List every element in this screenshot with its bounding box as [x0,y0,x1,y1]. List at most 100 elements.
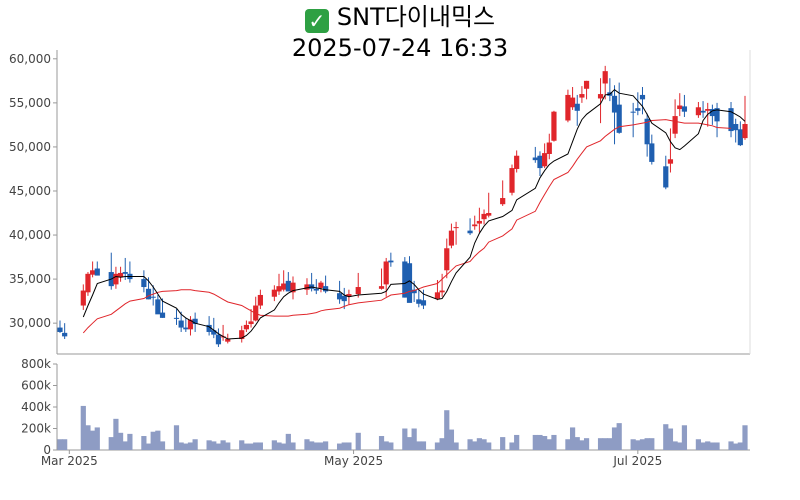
volume-bar [486,442,492,450]
volume-bar [85,425,91,450]
candle-body [145,288,152,300]
candle-body [532,157,538,161]
candle-body [663,166,669,188]
volume-bar [677,442,683,450]
volume-bar [565,439,571,450]
candle-body [304,284,310,290]
candle-body [481,213,487,220]
candle-body [90,270,96,275]
volume-bar [355,432,361,450]
price-y-tick-label: 40,000 [9,228,51,242]
volume-bar [383,441,389,450]
volume-bar [681,425,688,450]
candle-body [486,213,492,216]
candle-body [192,318,198,325]
volume-bar [62,439,68,450]
candle-body [285,280,291,292]
candle-body [113,273,119,285]
candle-body [420,300,427,306]
candle-body [141,279,147,288]
candle-body [281,283,287,290]
volume-bar [323,441,329,450]
candle-body [313,288,319,291]
candle-body [644,118,650,145]
candle-body [453,227,459,229]
volume-bar [276,442,282,450]
volume-bar [728,441,734,450]
volume-bar [243,443,249,450]
candle-body [714,108,720,122]
candle-body [346,294,352,297]
candle-body [611,95,618,113]
volume-bar [281,443,287,450]
volume-bar [117,432,124,450]
volume-bar [141,436,147,450]
volume-bar [448,429,455,450]
volume-bar [406,437,413,450]
volume-bar [630,439,636,450]
volume-bar [336,443,343,450]
candle-body [178,320,184,328]
volume-bar [616,423,622,450]
candle-body [206,324,212,332]
volume-bar [649,438,655,450]
volume-bar [514,434,520,450]
volume-bar [378,436,385,450]
volume-bar [695,439,702,450]
candle-body [728,108,734,132]
candle-body [94,268,100,276]
candle-body [672,116,678,134]
volume-bar [467,439,473,450]
check-mark-icon: ✓ [304,9,329,33]
price-y-tick-label: 45,000 [9,184,51,198]
candle-body [211,330,217,335]
candle-body [336,293,343,300]
candle-body [239,330,245,340]
candle-body [276,286,282,292]
candle-body [472,224,478,227]
candle-body [85,273,91,293]
volume-bar [187,442,194,450]
candle-body [183,327,189,330]
volume-bar [215,443,222,450]
candle-body [80,290,86,306]
candle-body [225,339,231,342]
candle-body [290,282,296,293]
volume-y-tick-label: 600k [21,379,51,393]
volume-y-tick-label: 400k [21,400,51,414]
moving-average-long-line [82,119,732,334]
candle-body [677,105,683,110]
volume-bar [341,442,347,450]
candle-body [616,104,622,133]
volume-bar [476,438,482,450]
candle-body [155,299,161,315]
candle-body [695,107,702,116]
candle-body [416,299,422,304]
candle-body [569,97,576,108]
volume-bar [211,441,217,450]
volume-bar [537,434,543,450]
candle-body [551,111,557,141]
stock-name: SNT다이내믹스 [336,3,496,31]
volume-y-tick-label: 200k [21,422,51,436]
candle-body [411,289,417,294]
volume-bar [434,442,441,450]
candle-body [215,334,222,345]
candle-body [509,168,515,193]
volume-bar [309,441,315,450]
volume-bar [402,428,408,450]
volume-bar [108,437,114,450]
candle-body [444,248,450,271]
candle-body [448,230,455,246]
candle-body [402,261,408,298]
candle-body [476,220,482,224]
candle-body [378,286,385,289]
candle-body [159,312,166,318]
volume-bar [94,427,100,450]
candle-body [733,124,739,131]
volume-bar [271,440,277,450]
volume-bar [742,425,748,450]
candle-body [243,324,249,330]
volume-bar [551,434,557,450]
